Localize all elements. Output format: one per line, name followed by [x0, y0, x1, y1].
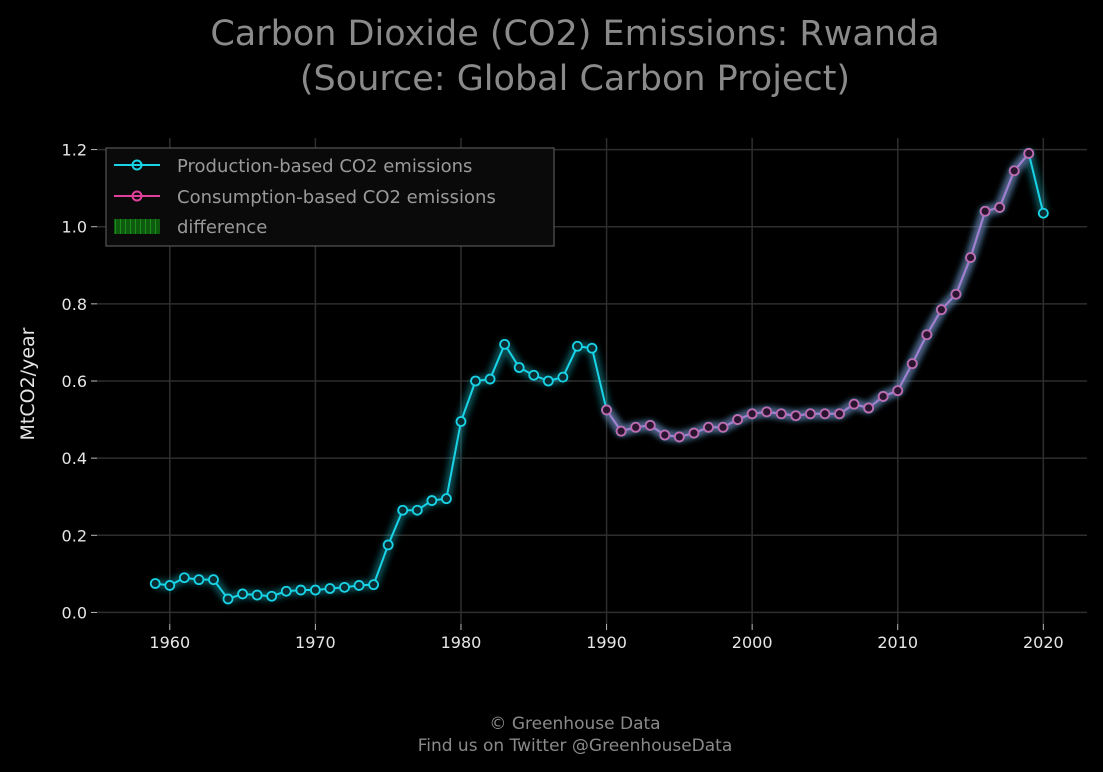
production-point [586, 342, 598, 354]
production-point [368, 579, 380, 591]
y-axis-label: MtCO2/year [17, 327, 39, 440]
consumption-point [819, 408, 831, 420]
consumption-point [950, 288, 962, 300]
consumption-point [615, 425, 627, 437]
production-point [193, 574, 205, 586]
y-tick-label: 1.2 [62, 141, 87, 160]
production-point [266, 590, 278, 602]
legend-consumption-marker [131, 190, 143, 202]
x-tick-label: 2000 [732, 633, 773, 652]
footer-twitter: Find us on Twitter @GreenhouseData [418, 736, 733, 756]
chart-title: Carbon Dioxide (CO2) Emissions: Rwanda [210, 14, 939, 54]
production-point [484, 373, 496, 385]
production-point [455, 416, 467, 427]
consumption-point [979, 205, 991, 217]
legend-difference-swatch [114, 219, 160, 234]
production-point [426, 495, 438, 506]
consumption-point [746, 408, 758, 420]
consumption-point [892, 385, 904, 397]
footer-copyright: © Greenhouse Data [489, 714, 660, 734]
y-tick-label: 1.0 [62, 218, 87, 237]
legend-production-marker [131, 159, 143, 171]
production-point [572, 340, 583, 352]
consumption-point [848, 398, 860, 410]
production-point [397, 504, 409, 516]
consumption-point [601, 404, 612, 416]
x-tick-label: 2010 [877, 633, 918, 652]
consumption-point [703, 421, 714, 433]
production-point [251, 589, 263, 601]
consumption-point [688, 427, 700, 439]
consumption-point [804, 408, 816, 420]
production-point [353, 580, 365, 591]
production-point [557, 371, 569, 383]
consumption-point [673, 431, 685, 443]
x-tick-label: 1990 [586, 633, 627, 652]
production-point [324, 583, 336, 594]
x-tick-label: 1960 [149, 633, 190, 652]
consumption-point [790, 410, 802, 422]
consumption-point [863, 402, 875, 414]
x-tick-label: 1980 [441, 633, 482, 652]
production-point [499, 338, 511, 350]
production-point [382, 539, 394, 551]
production-point [542, 375, 554, 387]
consumption-point [644, 419, 656, 431]
production-point [208, 574, 219, 586]
production-point [149, 578, 161, 589]
production-point [280, 585, 292, 597]
consumption-point [877, 391, 889, 402]
y-tick-label: 0.4 [62, 449, 87, 468]
series-layer [149, 148, 1049, 605]
x-tick-label: 1970 [295, 633, 336, 652]
production-point [164, 580, 176, 591]
production-point [178, 572, 190, 584]
consumption-point [761, 406, 773, 418]
consumption-point [936, 304, 947, 316]
y-tick-label: 0.6 [62, 372, 87, 391]
consumption-point [1008, 165, 1020, 177]
x-tick-label: 2020 [1023, 633, 1064, 652]
production-point [411, 504, 423, 516]
consumption-point [994, 202, 1006, 213]
production-point [222, 593, 234, 605]
consumption-point [732, 414, 743, 425]
y-tick-label: 0.2 [62, 526, 87, 545]
legend-production-label: Production-based CO2 emissions [177, 156, 472, 177]
legend-difference-label: difference [177, 217, 267, 238]
consumption-point [659, 429, 671, 441]
production-point [1037, 207, 1049, 219]
production-point [528, 369, 540, 381]
consumption-point [717, 421, 729, 433]
y-tick-label: 0.8 [62, 295, 87, 314]
consumption-point [1023, 148, 1035, 159]
y-axis: 0.0 0.2 0.4 0.6 0.8 1.0 1.2 [62, 141, 97, 622]
x-axis: 1960 1970 1980 1990 2000 2010 2020 [149, 624, 1064, 652]
production-point [441, 493, 452, 505]
legend-box [105, 147, 555, 247]
legend-consumption-label: Consumption-based CO2 emissions [177, 187, 496, 208]
production-point [513, 362, 525, 373]
y-tick-label: 0.0 [62, 603, 87, 622]
consumption-point [965, 252, 976, 263]
consumption-point [775, 408, 787, 420]
production-point [470, 375, 481, 387]
consumption-glow [602, 150, 1033, 442]
consumption-point [921, 329, 933, 341]
production-point [295, 584, 307, 596]
legend: Production-based CO2 emissions Consumpti… [105, 147, 555, 247]
consumption-line [605, 152, 1030, 438]
consumption-point [834, 408, 845, 420]
production-point [237, 588, 248, 600]
production-point [309, 584, 321, 596]
production-point [339, 581, 350, 593]
consumption-point [906, 358, 918, 370]
consumption-point [630, 421, 642, 433]
chart-subtitle: (Source: Global Carbon Project) [300, 59, 850, 99]
